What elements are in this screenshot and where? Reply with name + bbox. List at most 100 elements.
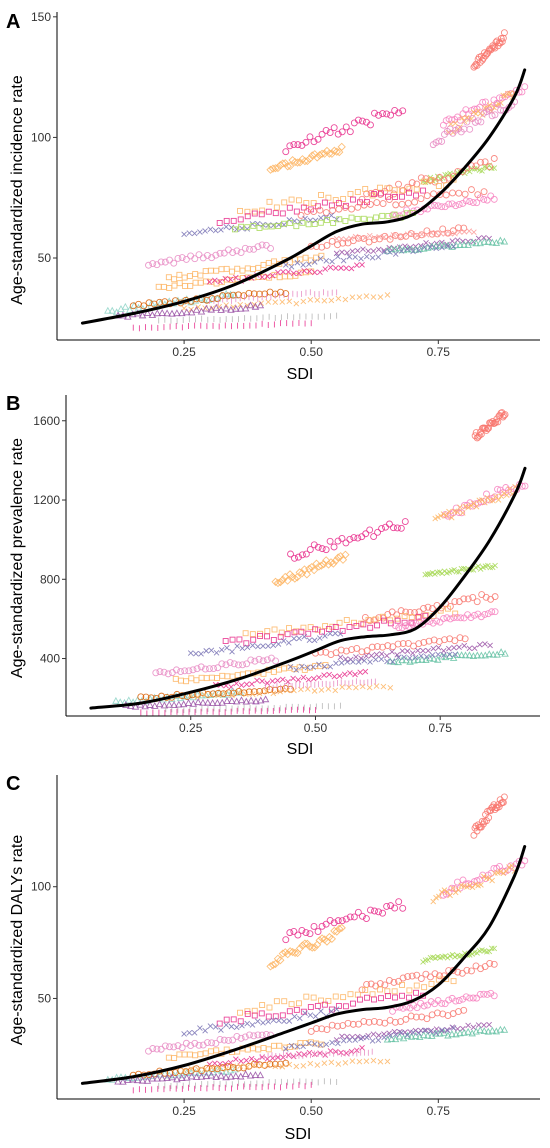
data-point (521, 482, 529, 490)
data-point (436, 241, 444, 249)
data-point (491, 945, 498, 952)
data-point (233, 1056, 239, 1063)
data-point (430, 636, 438, 644)
data-point (244, 265, 251, 272)
data-point (158, 309, 166, 316)
data-point (456, 884, 464, 892)
data-point (299, 663, 305, 670)
data-point (222, 690, 228, 697)
x-tick-label-c: 0.75 (427, 1104, 451, 1118)
ticks-a: 0.25 0.50 0.75 50 100 150 (31, 10, 450, 359)
data-point (281, 998, 288, 1005)
data-point (229, 692, 235, 699)
data-point (381, 981, 389, 989)
data-point (311, 269, 318, 276)
data-point (445, 996, 453, 1004)
data-point (471, 432, 479, 440)
data-point (290, 948, 300, 957)
data-point (362, 530, 370, 538)
data-point (478, 591, 486, 598)
data-point (264, 1056, 271, 1062)
data-point (405, 623, 413, 631)
x-tick-label-b: 0.50 (304, 721, 328, 735)
data-point (213, 267, 220, 274)
data-point (311, 221, 318, 227)
data-point (124, 1076, 132, 1083)
data-point (229, 636, 236, 643)
country-series-a (145, 241, 274, 269)
data-point (423, 1015, 431, 1023)
data-point (310, 994, 317, 1001)
data-point (341, 550, 350, 559)
y-tick-label-a: 100 (31, 130, 51, 144)
data-point (490, 497, 496, 504)
country-series-b (287, 518, 409, 562)
data-point (242, 691, 249, 698)
data-point (342, 1003, 349, 1010)
data-point (230, 660, 238, 668)
data-point (202, 1027, 208, 1034)
data-point (373, 683, 380, 689)
data-point (449, 238, 456, 244)
data-point (133, 1076, 142, 1084)
data-point (334, 553, 343, 562)
data-point (251, 657, 259, 665)
data-point (445, 645, 452, 652)
data-point (318, 687, 325, 693)
data-point (461, 651, 470, 659)
data-point (436, 972, 443, 980)
country-series-a (206, 262, 365, 285)
data-point (360, 246, 366, 253)
data-point (316, 674, 322, 681)
data-point (441, 203, 449, 211)
data-point (293, 300, 300, 307)
data-point (213, 650, 220, 656)
country-series-c (216, 989, 427, 1027)
data-point (185, 667, 193, 675)
data-point (288, 1042, 295, 1049)
data-point (395, 180, 402, 188)
data-point (392, 251, 399, 257)
data-point (349, 1000, 356, 1007)
data-point (322, 920, 330, 928)
data-point (228, 1023, 235, 1030)
data-point (248, 681, 255, 687)
data-point (171, 276, 178, 283)
data-point (299, 219, 306, 226)
y-tick-label-c: 100 (31, 880, 51, 894)
data-point (244, 208, 251, 215)
data-point (155, 700, 164, 708)
data-point (395, 977, 402, 985)
data-point (206, 665, 213, 673)
data-point (354, 247, 361, 254)
data-point (224, 673, 231, 680)
data-point (247, 696, 255, 704)
data-point (156, 298, 164, 306)
data-point (266, 198, 273, 205)
data-point (473, 199, 481, 207)
data-point (223, 696, 231, 704)
data-point (237, 207, 243, 214)
data-point (125, 696, 133, 704)
data-point (199, 698, 207, 706)
data-point (406, 609, 414, 616)
y-tick-label-b: 800 (40, 572, 60, 586)
data-point (378, 190, 384, 197)
data-point (472, 881, 479, 888)
data-point (413, 192, 420, 199)
data-point (254, 1057, 260, 1064)
data-point (310, 675, 317, 682)
data-point (161, 258, 169, 266)
data-point (271, 1060, 279, 1068)
data-point (307, 1028, 315, 1035)
data-point (394, 640, 402, 648)
data-point (187, 650, 194, 656)
data-point (404, 231, 411, 237)
country-series-c (307, 1006, 468, 1035)
data-point (377, 1058, 384, 1065)
country-series-a (307, 224, 468, 251)
data-point (191, 255, 199, 263)
data-point (490, 195, 498, 203)
data-point (270, 690, 277, 697)
data-point (141, 702, 149, 710)
